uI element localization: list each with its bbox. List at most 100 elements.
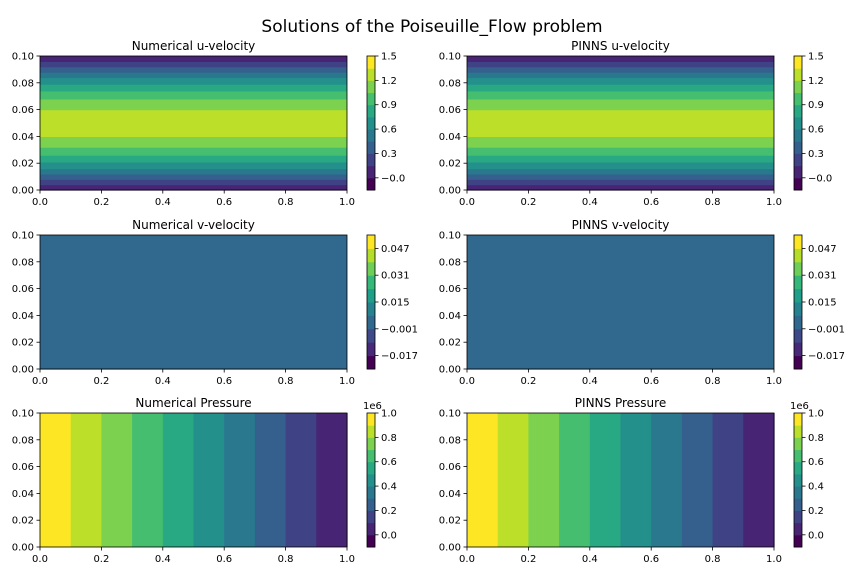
contour-band — [70, 413, 102, 547]
colorbar-segment — [794, 486, 802, 499]
colorbar-offset-label: 1e6 — [363, 401, 382, 412]
y-tick-label: 0.00 — [439, 186, 461, 197]
contour-band — [681, 413, 714, 547]
colorbar-segment — [794, 522, 802, 536]
colorbar-segment — [794, 302, 802, 316]
y-tick-label: 0.02 — [12, 338, 34, 349]
colorbar-segment — [794, 235, 802, 249]
colorbar-segment — [794, 80, 802, 94]
y-tick-label: 0.00 — [439, 365, 461, 376]
colorbar-segment — [794, 437, 802, 451]
colorbar-tick-label: 0.8 — [808, 433, 824, 444]
colorbar-segment — [367, 461, 375, 475]
contour-band — [40, 109, 347, 137]
axes-frame — [39, 55, 348, 191]
colorbar-segment — [794, 449, 802, 463]
colorbar-segment — [367, 177, 375, 191]
y-tick-label: 0.08 — [439, 78, 461, 89]
colorbar-segment — [367, 129, 375, 142]
colorbar-segment — [367, 486, 375, 499]
x-tick-label: 0.8 — [705, 197, 721, 208]
colorbar-tick-label: 1.2 — [381, 76, 397, 87]
contour-band — [467, 72, 774, 79]
contour-band — [467, 147, 774, 156]
colorbar-segment — [367, 473, 375, 487]
y-tick-label: 0.00 — [12, 365, 34, 376]
subplot-1: Numerical u-velocity 0.0 0.2 0.4 0.6 0.8 1.0 0.… — [12, 39, 406, 208]
contour-band — [40, 413, 72, 547]
colorbar-tick-label: 0.6 — [381, 457, 397, 468]
colorbar-segment — [794, 534, 802, 548]
y-tick-label: 0.04 — [12, 311, 34, 322]
colorbar-segment — [367, 56, 375, 69]
contour-band — [40, 179, 347, 186]
contour-band — [40, 168, 347, 175]
contour-band — [651, 413, 683, 547]
contour-band — [316, 413, 348, 547]
subplot-title: PINNS v-velocity — [572, 218, 670, 232]
contour-band — [40, 72, 347, 79]
subplot-3: Numerical v-velocity 0.0 0.2 0.4 0.6 0.8 1.0 0.… — [12, 218, 418, 387]
colorbar-segment — [794, 498, 802, 511]
colorbar-tick-label: 1.0 — [381, 409, 397, 420]
y-tick-label: 0.02 — [439, 159, 461, 170]
x-tick-label: 0.6 — [216, 376, 232, 387]
y-tick-label: 0.10 — [12, 409, 34, 420]
x-tick-label: 0.4 — [155, 197, 171, 208]
colorbar-tick-label: 1.5 — [808, 52, 824, 63]
contour-band — [40, 84, 347, 92]
subplot-title: PINNS u-velocity — [571, 39, 670, 53]
y-tick-label: 0.08 — [439, 435, 461, 446]
x-tick-label: 1.0 — [339, 376, 355, 387]
colorbar-frame — [793, 412, 803, 548]
colorbar-segment — [794, 315, 802, 330]
y-tick-label: 0.06 — [439, 462, 461, 473]
y-tick-label: 0.04 — [12, 489, 34, 500]
y-tick-label: 0.10 — [439, 409, 461, 420]
contour-band — [528, 413, 560, 547]
contour-band — [40, 235, 347, 370]
colorbar-segment — [794, 413, 802, 426]
contour-band — [712, 413, 744, 547]
subplot-grid: Numerical u-velocity 0.0 0.2 0.4 0.6 0.8 1.0 0.… — [12, 39, 845, 565]
colorbar-segment — [794, 275, 802, 290]
colorbar-tick-label: −0.001 — [808, 324, 845, 335]
colorbar-segment — [794, 141, 802, 154]
x-tick-label: 0.6 — [643, 197, 659, 208]
colorbar-tick-label: 0.6 — [808, 457, 824, 468]
x-tick-label: 0.2 — [93, 554, 109, 565]
y-tick-label: 0.04 — [439, 132, 461, 143]
x-tick-label: 0.4 — [582, 197, 598, 208]
x-tick-label: 0.6 — [643, 376, 659, 387]
colorbar-segment — [367, 288, 375, 303]
colorbar-segment — [794, 288, 802, 303]
colorbar-segment — [367, 342, 375, 357]
colorbar-segment — [794, 129, 802, 142]
colorbar-tick-label: −0.001 — [381, 324, 418, 335]
y-tick-label: 0.02 — [439, 516, 461, 527]
y-tick-label: 0.00 — [439, 543, 461, 554]
x-tick-label: 0.0 — [32, 554, 48, 565]
contour-band — [40, 136, 347, 148]
colorbar-segment — [367, 355, 375, 370]
contour-band — [162, 413, 195, 547]
colorbar-tick-label: 0.2 — [808, 506, 824, 517]
y-tick-label: 0.08 — [12, 257, 34, 268]
colorbar-segment — [794, 248, 802, 263]
x-tick-label: 0.2 — [93, 197, 109, 208]
x-tick-label: 0.4 — [582, 376, 598, 387]
colorbar-segment — [794, 461, 802, 475]
colorbar-tick-label: 0.031 — [381, 271, 410, 282]
colorbar-segment — [367, 92, 375, 106]
contour-band — [467, 109, 774, 137]
colorbar-segment — [367, 248, 375, 263]
contour-band — [254, 413, 287, 547]
y-tick-label: 0.08 — [12, 78, 34, 89]
contour-band — [132, 413, 164, 547]
y-tick-label: 0.08 — [12, 435, 34, 446]
colorbar-segment — [367, 275, 375, 290]
x-tick-label: 0.0 — [32, 197, 48, 208]
contour-band — [40, 147, 347, 156]
colorbar-tick-label: 0.3 — [808, 149, 824, 160]
